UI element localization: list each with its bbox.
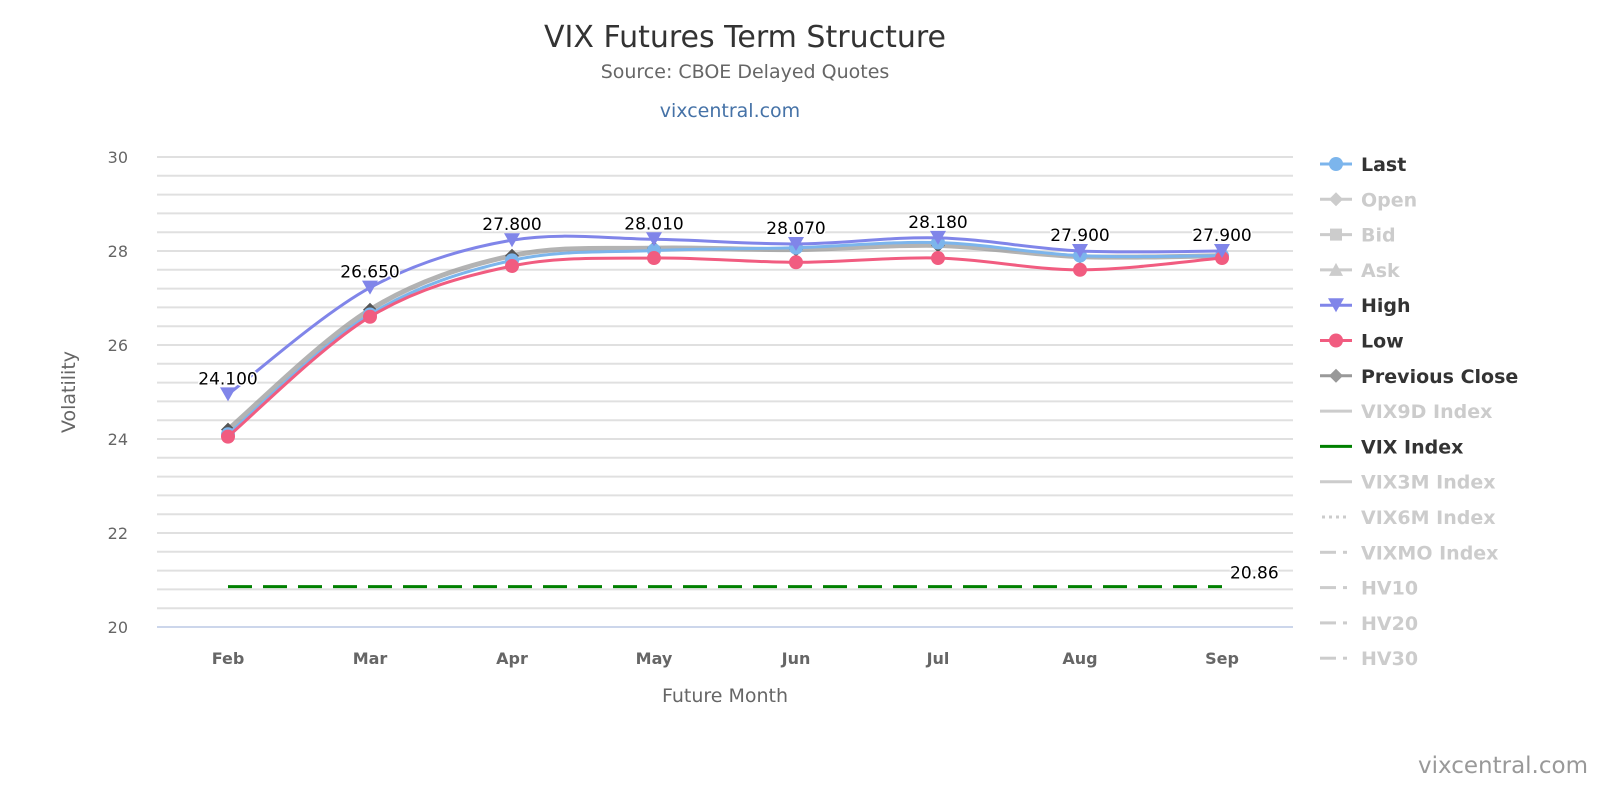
data-point[interactable] xyxy=(504,233,520,248)
data-point[interactable] xyxy=(788,236,804,251)
legend-item-hv10[interactable]: HV10 xyxy=(1320,578,1418,600)
data-point[interactable] xyxy=(1073,262,1087,277)
legend-marker-icon xyxy=(1329,157,1343,171)
y-tick-label: 20 xyxy=(108,618,128,637)
data-label: 28.180 xyxy=(908,213,967,233)
x-tick-label: Apr xyxy=(496,649,528,668)
data-label: 20.86 xyxy=(1230,564,1279,584)
legend-label: Last xyxy=(1361,154,1406,176)
legend-label: High xyxy=(1361,295,1411,317)
legend-marker-icon xyxy=(1330,228,1342,241)
data-label: 28.010 xyxy=(624,214,683,234)
series-vix-index: 20.86 xyxy=(228,562,1280,589)
data-point[interactable] xyxy=(1214,244,1230,258)
data-label: 26.650 xyxy=(340,263,399,283)
legend-item-previous-close[interactable]: Previous Close xyxy=(1320,366,1518,388)
legend-label: Open xyxy=(1361,189,1417,211)
series-low xyxy=(221,251,1229,444)
legend-item-high[interactable]: High xyxy=(1320,295,1411,317)
series-high xyxy=(220,230,1230,402)
legend-item-vix3m-index[interactable]: VIX3M Index xyxy=(1320,472,1496,494)
data-point[interactable] xyxy=(930,230,946,245)
y-tick-label: 30 xyxy=(108,148,128,167)
x-tick-label: Aug xyxy=(1062,649,1097,668)
x-tick-label: Jul xyxy=(926,649,950,668)
x-tick-label: Sep xyxy=(1205,649,1239,668)
legend-label: VIX9D Index xyxy=(1361,401,1492,423)
x-tick-label: Jun xyxy=(781,649,811,668)
legend-item-open[interactable]: Open xyxy=(1320,189,1417,211)
data-label: 27.900 xyxy=(1050,226,1109,246)
y-axis-title: Volatility xyxy=(58,351,80,433)
legend-label: Low xyxy=(1361,331,1404,353)
legend-label: HV10 xyxy=(1361,578,1418,600)
data-point[interactable] xyxy=(362,280,378,295)
data-label: 28.070 xyxy=(766,219,825,239)
y-tick-label: 26 xyxy=(108,336,128,355)
legend-label: HV20 xyxy=(1361,613,1418,635)
y-tick-label: 24 xyxy=(108,430,128,449)
data-point[interactable] xyxy=(1072,244,1088,258)
legend-label: Bid xyxy=(1361,225,1396,247)
legend-item-vix6m-index[interactable]: VIX6M Index xyxy=(1322,507,1496,529)
data-point[interactable] xyxy=(931,251,945,266)
legend-item-hv30[interactable]: HV30 xyxy=(1320,648,1418,670)
credit-link[interactable]: vixcentral.com xyxy=(1418,753,1588,779)
legend-label: HV30 xyxy=(1361,648,1418,670)
legend-label: VIX Index xyxy=(1361,436,1463,458)
legend-marker-icon xyxy=(1329,333,1343,348)
data-label: 27.800 xyxy=(482,215,541,235)
legend-item-vixmo-index[interactable]: VIXMO Index xyxy=(1320,542,1498,564)
data-label: 24.100 xyxy=(198,369,257,389)
data-point[interactable] xyxy=(789,255,803,270)
x-tick-label: Feb xyxy=(212,649,245,668)
legend-label: Previous Close xyxy=(1361,366,1518,388)
y-tick-label: 28 xyxy=(108,242,128,261)
data-label: 27.900 xyxy=(1192,226,1251,246)
legend-label: Ask xyxy=(1361,260,1400,282)
data-point[interactable] xyxy=(647,251,661,266)
data-point[interactable] xyxy=(363,309,377,324)
legend-label: VIX3M Index xyxy=(1361,472,1496,494)
data-point[interactable] xyxy=(646,232,662,247)
legend-item-last[interactable]: Last xyxy=(1320,154,1406,176)
legend-item-hv20[interactable]: HV20 xyxy=(1320,613,1418,635)
legend-item-vix9d-index[interactable]: VIX9D Index xyxy=(1320,401,1492,423)
chart-subtitle: Source: CBOE Delayed Quotes xyxy=(601,61,890,83)
y-tick-label: 22 xyxy=(108,524,128,543)
data-point[interactable] xyxy=(220,387,236,402)
x-axis-title: Future Month xyxy=(662,685,788,707)
x-tick-label: May xyxy=(636,649,673,668)
data-point[interactable] xyxy=(221,429,235,444)
data-point[interactable] xyxy=(1215,251,1229,266)
site-link[interactable]: vixcentral.com xyxy=(660,100,800,122)
legend-item-vix-index[interactable]: VIX Index xyxy=(1320,436,1463,458)
legend-marker-icon xyxy=(1329,262,1343,276)
legend-label: VIXMO Index xyxy=(1361,542,1498,564)
data-point[interactable] xyxy=(505,259,519,274)
legend-marker-icon xyxy=(1329,192,1343,207)
legend-item-low[interactable]: Low xyxy=(1320,331,1404,353)
legend-marker-icon xyxy=(1328,298,1344,313)
x-tick-label: Mar xyxy=(353,649,388,668)
chart-title: VIX Futures Term Structure xyxy=(544,20,946,55)
legend-item-ask[interactable]: Ask xyxy=(1320,260,1400,282)
legend-label: VIX6M Index xyxy=(1361,507,1496,529)
legend-item-bid[interactable]: Bid xyxy=(1320,225,1396,247)
legend-marker-icon xyxy=(1329,368,1343,383)
